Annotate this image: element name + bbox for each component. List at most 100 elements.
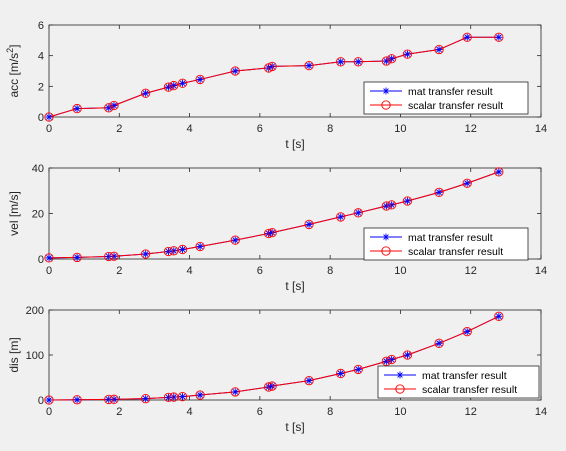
x-tick-label: 4 — [187, 406, 193, 418]
x-tick-label: 0 — [46, 265, 52, 277]
x-tick-label: 2 — [116, 265, 122, 277]
data-point-scalar — [44, 395, 54, 405]
data-point-mat — [45, 254, 53, 262]
data-point-mat — [435, 188, 443, 196]
data-point-scalar — [163, 82, 174, 92]
data-point-mat — [268, 382, 276, 390]
data-point-scalar — [163, 392, 174, 403]
data-point-scalar — [104, 394, 114, 405]
data-point-scalar — [104, 103, 114, 113]
data-point-mat — [231, 388, 239, 396]
data-point-scalar — [195, 241, 205, 252]
data-point-mat — [463, 328, 471, 336]
data-point-scalar — [140, 393, 151, 404]
data-point-scalar — [177, 78, 188, 88]
data-point-mat — [495, 168, 503, 176]
legend-entry: scalar transfer result — [408, 246, 503, 258]
data-point-scalar — [462, 326, 472, 337]
x-axis-label: t [s] — [285, 137, 304, 151]
data-point-scalar — [381, 201, 392, 211]
data-point-mat — [196, 242, 204, 250]
x-axis-label: t [s] — [285, 279, 304, 293]
data-point-scalar — [386, 354, 397, 365]
plot-area — [48, 24, 542, 118]
data-point-scalar — [44, 253, 54, 263]
data-point-mat — [463, 179, 471, 187]
data-point-scalar — [230, 66, 240, 76]
legend-marker-circle — [381, 100, 391, 110]
data-point-scalar — [177, 244, 188, 255]
data-point-scalar — [434, 44, 444, 55]
data-point-scalar — [267, 381, 277, 391]
data-point-scalar — [72, 395, 82, 405]
data-point-scalar — [386, 200, 397, 210]
data-point-scalar — [140, 88, 151, 98]
data-point-scalar — [381, 356, 392, 366]
x-tick-label: 4 — [187, 265, 193, 277]
data-point-mat — [142, 395, 150, 403]
data-point-scalar — [494, 167, 504, 177]
data-point-scalar — [386, 54, 397, 64]
x-tick-label: 6 — [257, 123, 263, 135]
data-point-mat — [354, 365, 362, 373]
x-tick-label: 6 — [257, 406, 263, 418]
data-point-scalar — [263, 382, 274, 392]
data-point-mat — [388, 356, 396, 363]
legend-entry: scalar transfer result — [422, 384, 517, 396]
x-tick-label: 0 — [46, 123, 52, 135]
y-tick-label: 0 — [38, 254, 44, 266]
x-axis-label: t [s] — [285, 420, 304, 434]
subplot-1: 0 2 4 6 8 10 12 14 0 2 4 6 t [s] acc [m/s2] mat transf… — [5, 20, 547, 151]
data-point-mat — [196, 75, 204, 83]
subplot-3: 0 2 4 6 8 10 12 14 0 100 200 t [s] dis [m] mat transf… — [7, 305, 547, 434]
data-point-scalar — [353, 364, 363, 375]
data-point-scalar — [402, 49, 413, 59]
data-point-scalar — [353, 57, 363, 67]
data-point-scalar — [462, 32, 472, 42]
legend: mat transfer result scalar transfer resul… — [363, 81, 529, 115]
data-point-scalar — [230, 387, 240, 397]
data-point-scalar — [434, 338, 444, 348]
data-point-scalar — [44, 112, 54, 122]
legend-entry: mat transfer result — [422, 370, 507, 382]
x-tick-label: 10 — [394, 406, 406, 418]
data-point-mat — [179, 393, 187, 401]
legend: mat transfer result scalar transfer resul… — [377, 365, 540, 399]
x-tick-label: 6 — [257, 265, 263, 277]
data-point-mat — [403, 197, 411, 205]
data-point-mat — [495, 312, 503, 320]
data-point-mat — [388, 55, 396, 63]
data-point-mat — [268, 229, 276, 237]
y-tick-label: 2 — [38, 81, 44, 93]
data-point-mat — [305, 377, 313, 385]
y-tick-label: 0 — [38, 395, 44, 407]
legend-entry: mat transfer result — [408, 232, 493, 244]
y-tick-label: 200 — [26, 305, 44, 317]
data-point-mat — [142, 89, 150, 97]
y-tick-label: 40 — [32, 163, 44, 175]
data-point-scalar — [230, 235, 240, 245]
data-point-mat — [231, 236, 239, 244]
data-point-mat — [231, 67, 239, 75]
legend-entry: mat transfer result — [408, 86, 493, 98]
x-tick-label: 12 — [465, 265, 477, 277]
y-tick-label: 100 — [26, 350, 44, 362]
data-point-scalar — [163, 246, 174, 257]
data-point-scalar — [494, 311, 504, 321]
data-point-mat — [170, 82, 178, 90]
data-point-mat — [110, 102, 118, 109]
data-point-scalar — [267, 61, 277, 72]
data-point-mat — [105, 104, 113, 112]
data-point-scalar — [353, 208, 363, 218]
x-tick-label: 12 — [465, 123, 477, 135]
x-tick-label: 10 — [394, 123, 406, 135]
legend-marker-asterisk — [382, 233, 390, 241]
data-point-mat — [435, 339, 443, 347]
y-tick-label: 6 — [38, 20, 44, 32]
data-point-scalar — [72, 103, 82, 114]
data-point-scalar — [72, 252, 82, 263]
data-point-mat — [73, 253, 81, 261]
subplot-2: 0 2 4 6 8 10 12 14 0 20 40 t [s] vel [m/s] mat transf… — [7, 163, 547, 293]
data-point-mat — [179, 245, 187, 253]
x-tick-label: 0 — [46, 406, 52, 418]
